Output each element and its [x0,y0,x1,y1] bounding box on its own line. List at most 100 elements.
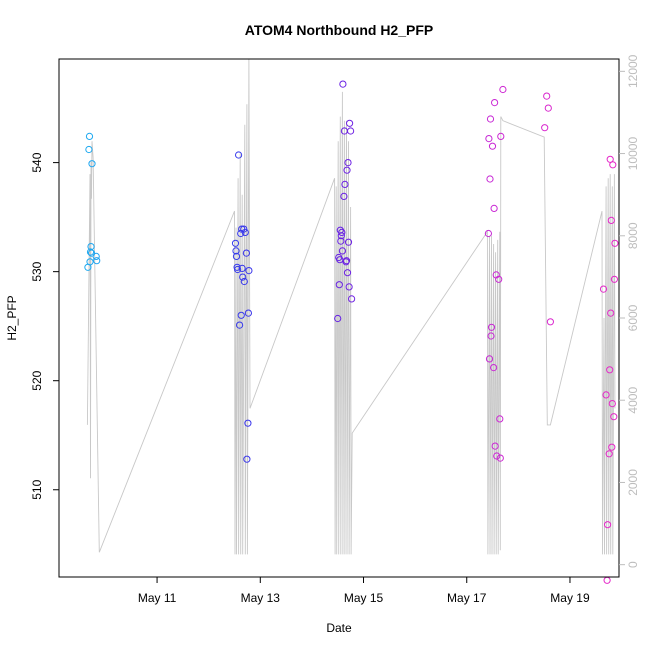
data-point [337,237,345,245]
data-point [610,275,619,283]
x-tick-label: May 11 [138,591,177,605]
y2-axis-right: 0 2000 4000 6000 8000 10000 12000 [619,54,640,568]
data-point [244,419,252,427]
points-layer [84,80,619,584]
data-point [608,443,616,451]
data-point [85,132,94,140]
y2-tick-label: 6000 [626,304,640,331]
data-point [608,400,616,408]
data-point [346,119,354,127]
data-point [234,265,242,274]
y-axis-title: H2_PFP [5,295,19,340]
chart-title: ATOM4 Northbound H2_PFP [245,22,433,38]
data-point [602,391,610,399]
data-point [245,267,253,275]
data-point [239,273,247,281]
data-point [606,366,614,374]
data-point [338,247,346,255]
data-point [242,249,250,257]
data-point [607,309,615,317]
data-point [499,85,507,94]
data-point [496,454,504,462]
data-point [336,256,344,264]
data-point [236,321,244,329]
data-point [496,415,504,423]
data-point [232,252,241,260]
data-point [335,281,343,289]
data-point [337,232,345,240]
data-point [336,226,344,234]
data-point [92,252,100,260]
y2-tick-label: 0 [626,561,640,568]
data-point [611,239,619,247]
data-point [231,239,240,247]
data-point [243,455,251,463]
data-point [486,175,494,183]
data-point [603,576,611,584]
y-tick-label: 530 [30,261,44,281]
data-point [339,80,347,88]
data-point [485,355,494,363]
data-point [238,264,246,272]
data-point [546,318,555,326]
trace-line [86,58,616,555]
data-point [240,225,248,233]
data-point [490,204,498,212]
x-axis: May 11 May 13 May 15 May 17 May 19 [138,577,590,605]
y2-tick-label: 2000 [626,469,640,496]
data-point [86,248,95,256]
data-point [340,192,348,200]
data-point [541,124,549,132]
data-point [86,258,94,266]
data-point [493,452,501,460]
data-point [544,104,552,112]
y2-tick-label: 12000 [626,54,640,88]
data-point [347,127,355,135]
x-tick-label: May 13 [241,591,281,605]
data-point [345,283,353,291]
data-point [599,285,608,293]
data-point [348,295,356,303]
y2-tick-label: 8000 [626,222,640,249]
data-point [543,92,551,100]
data-point [491,99,499,107]
data-point [605,450,613,458]
data-point [344,238,353,246]
data-point [484,229,492,238]
data-point [241,228,249,236]
y-tick-label: 510 [30,479,44,499]
data-point [237,311,245,319]
y-axis: 510 520 530 540 [30,152,59,500]
data-point [488,142,497,150]
y-tick-label: 540 [30,152,44,172]
data-point [485,135,493,143]
data-point [343,166,351,174]
x-tick-label: May 15 [344,591,384,605]
data-point [240,277,248,286]
x-tick-label: May 19 [550,591,590,605]
data-point [610,413,618,421]
y2-tick-label: 10000 [626,137,640,171]
data-point [235,151,243,159]
data-point [88,160,96,168]
data-point [338,228,346,236]
x-axis-title: Date [326,621,352,635]
data-point [609,161,617,169]
data-point [487,332,495,340]
data-point [487,323,496,331]
data-point [93,257,101,265]
data-point [495,275,503,283]
data-point [497,132,505,140]
data-point [342,257,351,265]
data-point [85,145,93,154]
data-point [604,521,612,529]
data-point [343,269,352,277]
x-tick-label: May 17 [447,591,487,605]
data-point [344,159,352,167]
data-point [486,115,495,123]
y-tick-label: 520 [30,370,44,390]
trace-layer [86,58,616,555]
y2-tick-label: 4000 [626,387,640,414]
data-point [607,216,615,224]
